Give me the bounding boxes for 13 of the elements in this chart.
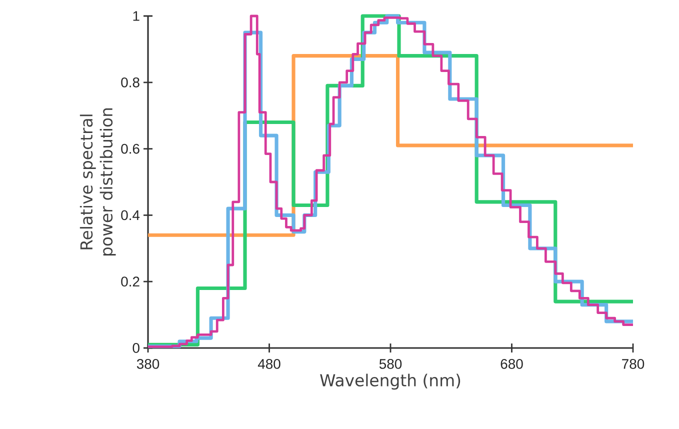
y-axis-title: Relative spectral power distribution <box>80 108 116 256</box>
y-tick-label: 0.8 <box>121 77 140 88</box>
x-axis-title: Wavelength (nm) <box>320 374 460 390</box>
x-tick-label: 480 <box>258 359 280 369</box>
y-tick-label: 1 <box>133 11 140 21</box>
x-tick-label: 680 <box>500 359 523 369</box>
x-tick-label: 780 <box>622 359 644 369</box>
y-tick-label: 0 <box>132 343 140 353</box>
x-tick-label: 580 <box>379 359 402 369</box>
y-tick-label: 0.2 <box>121 276 140 287</box>
y-tick-label: 0.6 <box>121 144 140 154</box>
x-tick-label: 380 <box>136 359 160 369</box>
y-tick-label: 0.4 <box>121 210 140 220</box>
